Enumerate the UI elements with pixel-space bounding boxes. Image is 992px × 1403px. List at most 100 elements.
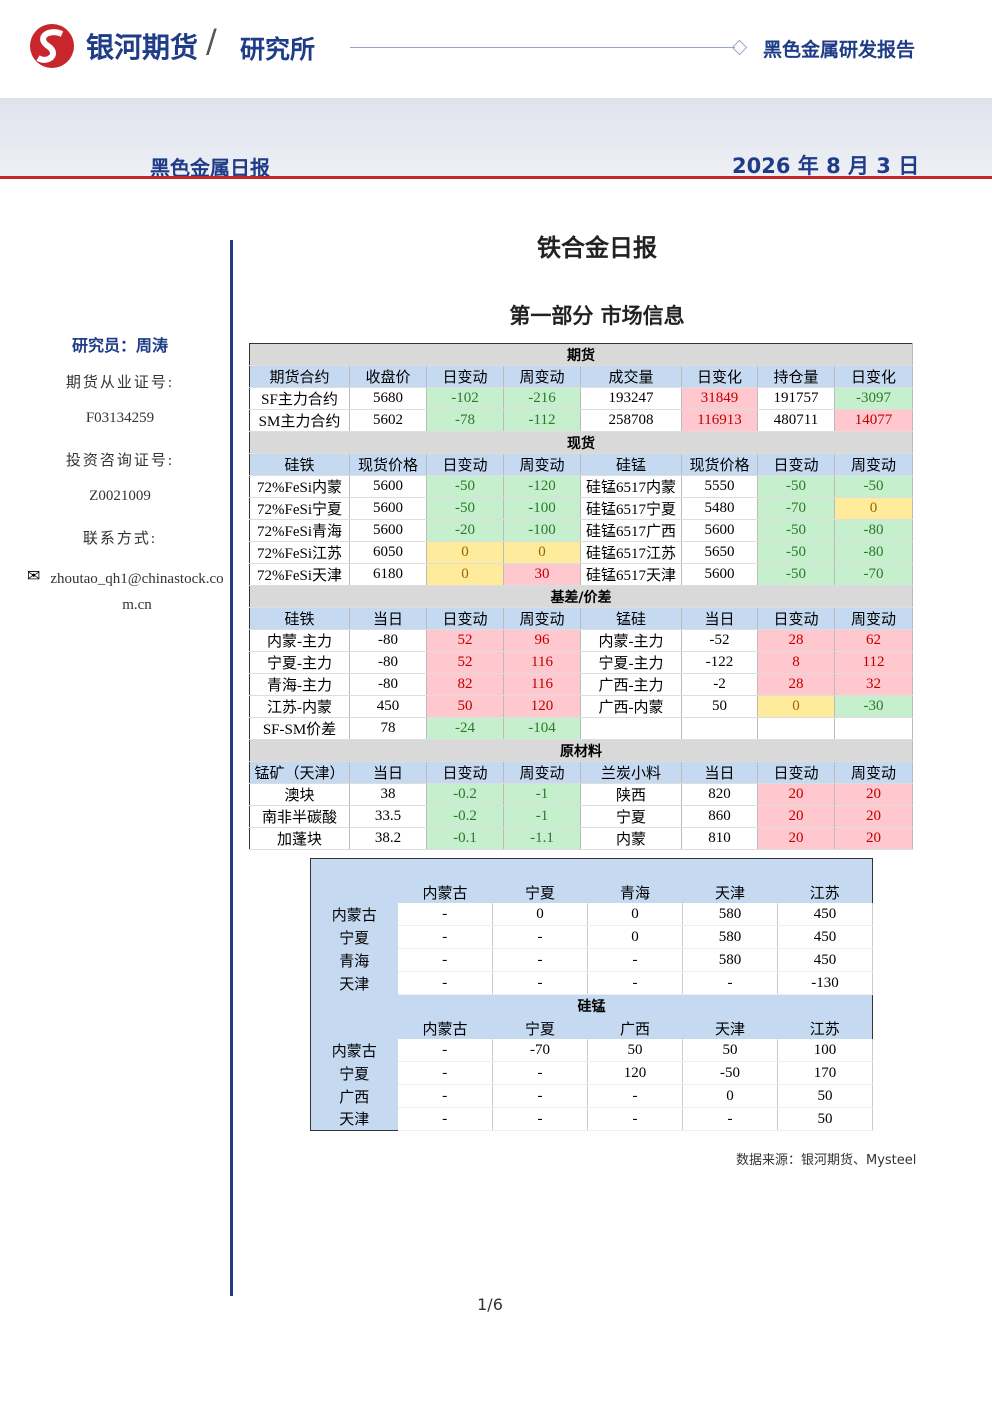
cell: -130 [777,971,874,995]
cell: 50 [681,695,758,718]
cell: -100 [503,497,581,520]
cell: - [587,948,683,972]
consult: Z0021009 [89,488,151,504]
cell: 810 [681,827,758,850]
cell: -216 [503,387,581,410]
cell: -50 [757,519,835,542]
cell: SM主力合约 [249,409,350,432]
data-row: 72%FeSi内蒙 5600 -50 -120 硅锰6517内蒙 5550 -50 -50 [249,475,913,498]
cell: - [682,971,778,995]
researcher: 研究员：周涛 [71,336,168,355]
cell: SF-SM价差 [249,717,350,740]
cell: 6180 [349,563,427,586]
data-row: 内蒙-主力 -80 52 96 内蒙-主力 -52 28 62 [249,629,913,652]
cell: 580 [682,925,778,949]
cell: - [397,1107,493,1131]
data-row: 内蒙古 -0 0 580 450 [310,903,874,926]
cell: -70 [757,497,835,520]
header-row: 内蒙古 宁夏 青海 天津 江苏 [310,881,873,903]
cell: 28 [757,629,835,652]
section-row [310,858,873,881]
cell: 50 [587,1039,683,1062]
header-cell: 日变动 [426,607,504,630]
cell: -70 [492,1039,588,1062]
empty-cell [834,717,913,740]
divider: / [206,22,217,60]
header-cell: 锰硅 [580,607,682,630]
cell: 20 [757,827,835,850]
cell: 62 [834,629,913,652]
cell: 0 [682,1084,778,1108]
cell: -50 [426,475,504,498]
header-cell: 宁夏 [492,1017,588,1039]
cell: 硅锰6517天津 [580,563,682,586]
cell: 580 [682,903,778,926]
market-table: 期货 期货合约 收盘价 日变动 周变动 成交量 日变化 持仓量 日变化 SF主力合约 5680 -10… [249,343,913,850]
section-row: 基差/价差 [249,585,913,608]
cell: 78 [349,717,427,740]
header-cell: 持仓量 [757,365,835,388]
cell: 450 [349,695,427,718]
license: F03134259 [85,410,155,426]
data-row: 72%FeSi江苏 6050 0 0 硅锰6517江苏 5650 -50 -80 [249,541,913,564]
data-row: SF主力合约 5680 -102 -216 193247 31849 191757 -3097 [249,387,913,410]
cell: 96 [503,629,581,652]
data-row: 宁夏 - -0 580 450 [310,925,874,949]
cell: 5680 [349,387,427,410]
data-row: 广西 - - -0 50 [310,1084,874,1108]
cell: 内蒙 [580,827,682,850]
red-line [0,176,992,179]
data-row: 72%FeSi青海 5600 -20 -100 硅锰6517广西 5600 -50 -80 [249,519,913,542]
contact-label: 联系方式: [82,531,158,547]
spread-table: 内蒙古 宁夏 青海 天津 江苏 内蒙古 -0 0 580 450 宁夏 - -0 580 450 青海 - - -5… [310,858,874,1131]
header-cell: 天津 [682,1017,778,1039]
section-title: 硅锰 [310,994,873,1017]
header-row: 期货合约 收盘价 日变动 周变动 成交量 日变化 持仓量 日变化 [249,365,913,388]
data-row: 72%FeSi天津 6180 0 30 硅锰6517天津 5600 -50 -70 [249,563,913,586]
cell: 5650 [681,541,758,564]
section-row: 现货 [249,431,913,454]
row-label: 广西 [310,1084,398,1108]
cell: - [492,1061,588,1085]
cell: -78 [426,409,504,432]
cell: - [397,1084,493,1108]
header-cell: 锰矿（天津） [249,761,350,784]
row-label: 青海 [310,948,398,972]
cell: 0 [587,903,683,926]
header-cell: 当日 [681,607,758,630]
cell: - [397,1061,493,1085]
cell: 72%FeSi宁夏 [249,497,350,520]
header-cell: 日变动 [426,365,504,388]
cell: -122 [681,651,758,674]
data-row: 澳块 38 -0.2 -1 陕西 820 20 20 [249,783,913,806]
header-cell: 现货价格 [349,453,427,476]
cell: 0 [492,903,588,926]
header-cell: 日变动 [426,761,504,784]
cell: 0 [426,541,504,564]
cell: 广西-内蒙 [580,695,682,718]
header-cell: 日变动 [426,453,504,476]
cell: 青海-主力 [249,673,350,696]
cell: 50 [777,1107,874,1131]
empty-cell [681,717,758,740]
report-type: 黑色金属研发报告 [763,39,916,61]
cell: 580 [682,948,778,972]
header-cell: 兰炭小料 [580,761,682,784]
cell: -50 [426,497,504,520]
cell: 6050 [349,541,427,564]
data-row: 青海 - - -580 450 [310,948,874,972]
header-row: 内蒙古 宁夏 广西 天津 江苏 [310,1017,873,1039]
header-cell: 周变动 [503,607,581,630]
cell: - [397,903,493,926]
cell: 江苏-内蒙 [249,695,350,718]
data-row: 天津 - - - -50 [310,1107,874,1131]
header-cell: 现货价格 [681,453,758,476]
cell: -80 [834,519,913,542]
header-cell: 江苏 [777,1017,873,1039]
cell: 38 [349,783,427,806]
section-title: 期货 [249,343,913,366]
cell: 20 [834,805,913,828]
section-title [310,858,873,881]
data-row: 天津 - - - - -130 [310,971,874,995]
data-row: 宁夏 - -120 -50 170 [310,1061,874,1085]
